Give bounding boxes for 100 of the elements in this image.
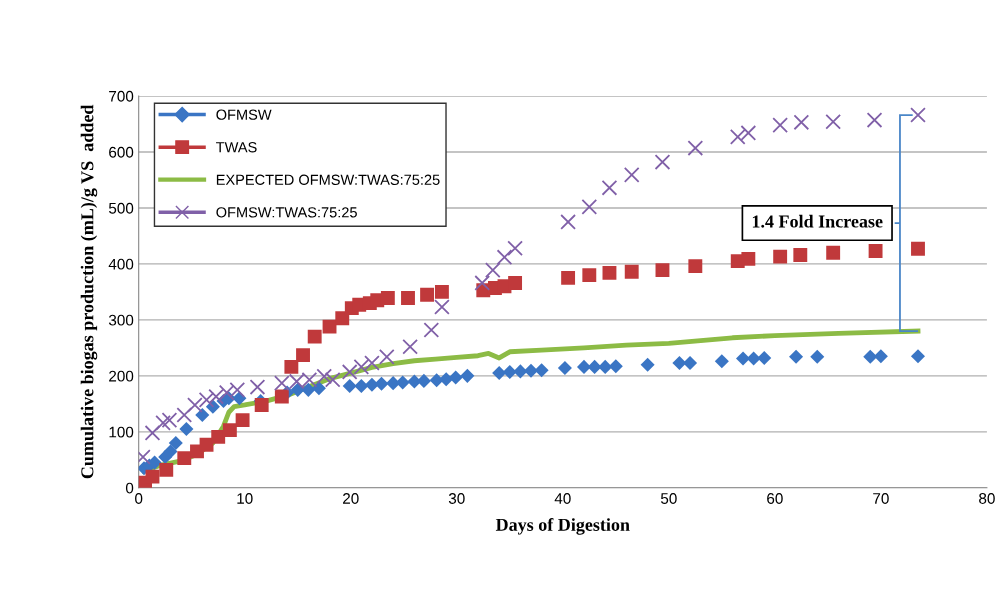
point: [773, 249, 788, 264]
point: [341, 364, 358, 380]
point: [640, 357, 655, 372]
y-axis-title: Cumulative biogas production (mL)/g VS added: [80, 104, 98, 479]
point: [296, 348, 310, 363]
point: [163, 444, 178, 459]
y-tick-label: 100: [109, 426, 134, 438]
point: [311, 381, 326, 396]
point: [523, 363, 539, 378]
point: [789, 349, 804, 364]
point: [598, 359, 613, 374]
point: [434, 299, 450, 315]
point: [380, 291, 395, 305]
point: [601, 179, 618, 196]
point: [434, 284, 449, 299]
point: [576, 359, 592, 374]
point: [863, 349, 878, 364]
point: [301, 382, 316, 397]
y-tick-label: 400: [108, 258, 134, 270]
y-tick-label: 500: [108, 202, 134, 214]
point: [161, 412, 178, 428]
point: [177, 451, 192, 466]
point: [335, 311, 350, 326]
point: [229, 382, 246, 398]
point: [179, 422, 194, 437]
point: [187, 397, 203, 413]
y-tick-label: 700: [109, 90, 134, 102]
point: [581, 198, 598, 215]
point: [423, 322, 440, 338]
point: [587, 359, 602, 374]
point: [235, 413, 250, 428]
point: [793, 248, 808, 262]
point: [460, 368, 475, 383]
point: [561, 270, 576, 285]
point: [145, 469, 160, 484]
annotation: 1.4 Fold Increase: [752, 214, 883, 228]
legend-label: EXPECTED OFMSW:TWAS:75:25: [216, 174, 440, 185]
point: [624, 264, 639, 279]
x-tick-label: 0: [135, 493, 143, 504]
point: [374, 376, 389, 391]
point: [655, 263, 670, 278]
point: [683, 355, 698, 371]
point: [826, 245, 841, 260]
point: [198, 392, 215, 408]
point: [176, 407, 193, 423]
point: [322, 319, 337, 334]
point: [420, 287, 435, 302]
x-tick-label: 70: [873, 493, 889, 504]
point: [911, 241, 925, 256]
point: [401, 291, 415, 305]
point: [866, 112, 883, 128]
point: [502, 364, 517, 379]
legend-label: OFMSW: [216, 109, 272, 120]
legend-label: OFMSW:TWAS:75:25: [216, 207, 357, 218]
point: [714, 354, 729, 369]
point: [534, 363, 549, 378]
point: [623, 167, 640, 183]
point: [910, 107, 926, 123]
point: [168, 435, 183, 451]
x-tick-label: 20: [343, 493, 359, 504]
point: [218, 384, 235, 401]
point: [873, 349, 888, 364]
point: [254, 398, 269, 412]
point: [354, 378, 369, 393]
point: [793, 114, 810, 131]
point: [608, 359, 623, 374]
point: [557, 360, 572, 376]
point: [507, 240, 523, 257]
point: [746, 351, 761, 366]
point: [353, 359, 370, 375]
point: [560, 214, 576, 230]
point: [757, 350, 772, 365]
point: [825, 113, 842, 130]
y-tick-label: 200: [109, 370, 134, 382]
point: [910, 349, 926, 364]
point: [474, 275, 491, 291]
x-tick-label: 60: [767, 493, 783, 504]
point: [211, 429, 226, 444]
x-tick-label: 80: [979, 493, 995, 504]
y-tick-label: 0: [125, 482, 134, 494]
legend-label: TWAS: [216, 142, 257, 153]
point: [672, 355, 687, 371]
point: [324, 371, 341, 388]
point: [741, 251, 756, 266]
point: [772, 117, 789, 133]
x-axis-title: Days of Digestion: [495, 518, 630, 535]
point: [687, 140, 704, 156]
point: [439, 372, 454, 387]
y-tick-label: 600: [109, 146, 134, 158]
point: [688, 259, 703, 274]
point: [729, 129, 746, 145]
point: [155, 415, 171, 431]
point: [508, 276, 523, 290]
point: [602, 265, 617, 280]
point: [484, 262, 501, 278]
x-tick-label: 30: [448, 493, 465, 504]
point: [364, 355, 380, 371]
point: [342, 378, 357, 393]
point: [307, 329, 322, 344]
point: [144, 425, 161, 441]
